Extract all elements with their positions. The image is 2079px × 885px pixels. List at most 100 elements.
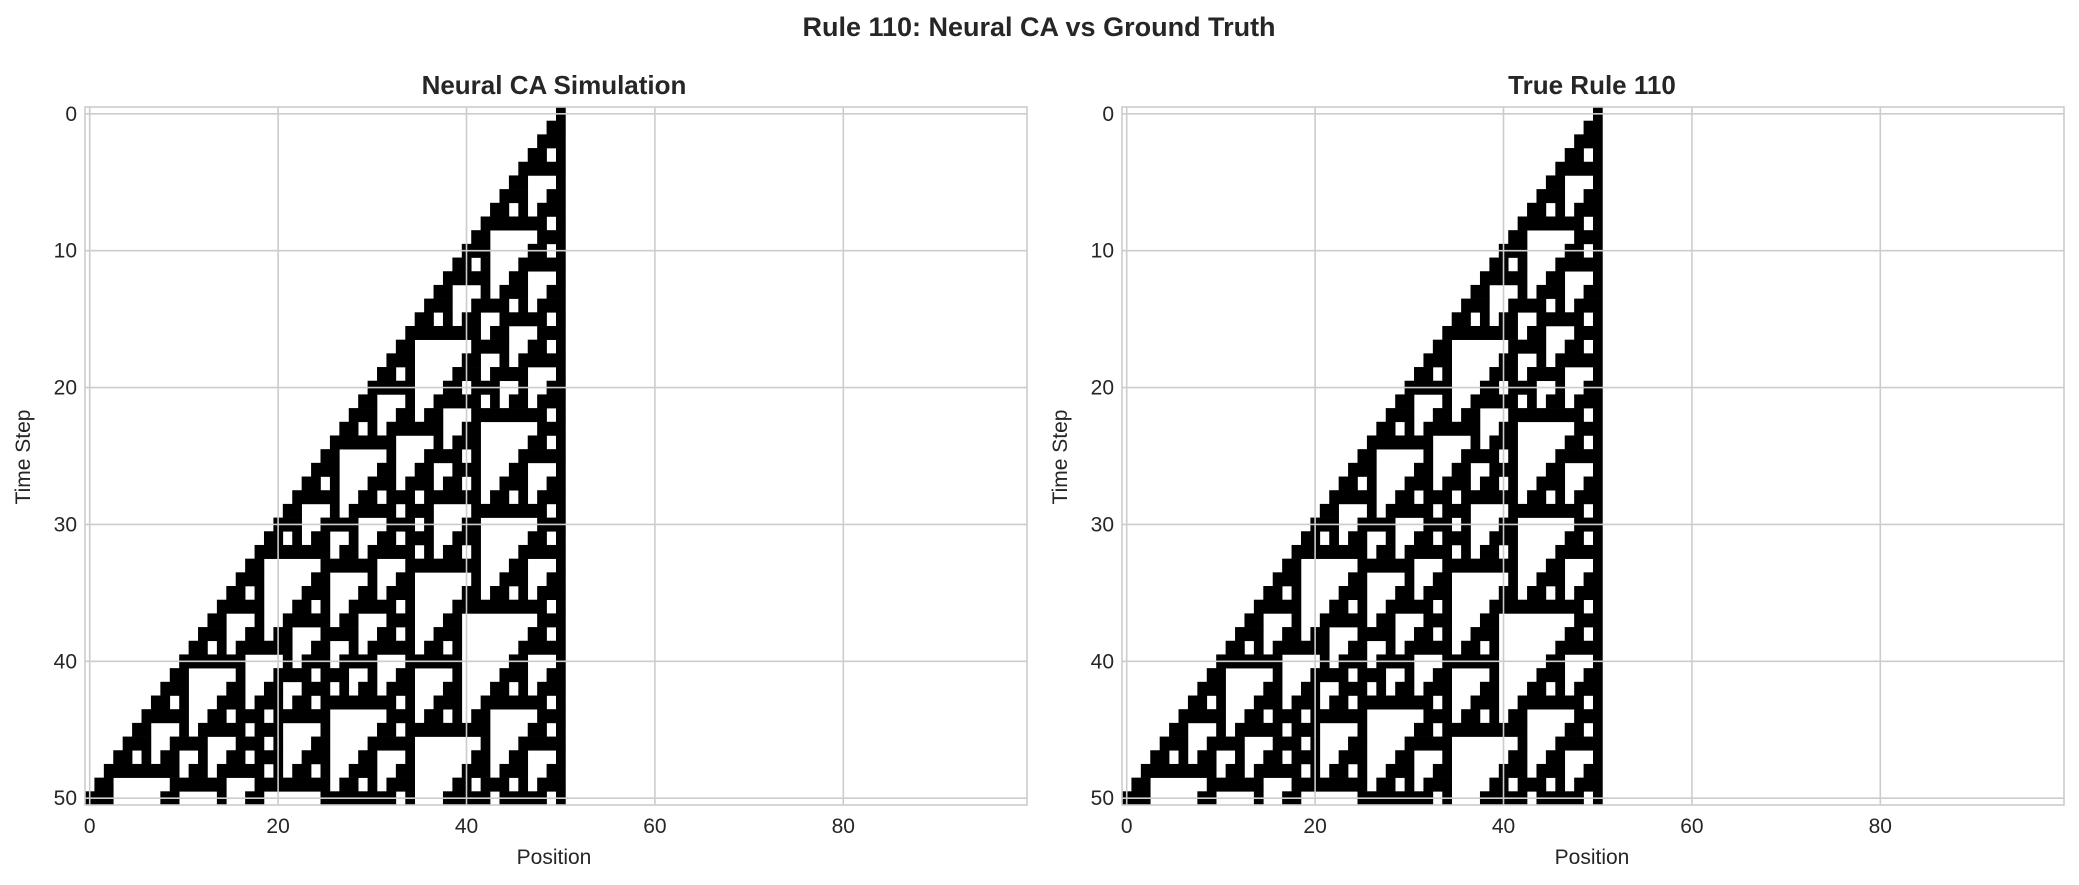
- heatmap-cell-run: [528, 531, 547, 545]
- heatmap-cell-run: [386, 778, 415, 792]
- heatmap-cell-run: [547, 764, 566, 778]
- heatmap-cell-run: [537, 394, 566, 408]
- heatmap-cell-run: [537, 682, 566, 696]
- heatmap-cell-run: [1555, 162, 1602, 176]
- heatmap-cell-run: [434, 435, 444, 449]
- heatmap-cell-run: [1555, 449, 1602, 463]
- heatmap-cell-run: [471, 230, 490, 244]
- heatmap-cell-run: [499, 312, 546, 326]
- heatmap-cell-run: [1329, 490, 1376, 504]
- heatmap-cell-run: [339, 613, 358, 627]
- heatmap-cell-run: [1254, 641, 1264, 655]
- heatmap-cell-run: [424, 299, 453, 313]
- heatmap-cell-run: [405, 559, 481, 573]
- heatmap-cell-run: [1593, 271, 1603, 285]
- heatmap-cell-run: [1574, 490, 1603, 504]
- heatmap-cell-run: [1179, 750, 1189, 764]
- heatmap-cell-run: [1244, 613, 1263, 627]
- heatmap-cell-run: [264, 531, 283, 545]
- heatmap-cell-run: [330, 504, 340, 518]
- heatmap-cell-run: [481, 285, 491, 299]
- heatmap-cell-run: [198, 627, 227, 641]
- heatmap-cell-run: [499, 353, 509, 367]
- heatmap-cell-run: [1423, 449, 1433, 463]
- heatmap-cell-run: [509, 750, 528, 764]
- heatmap-cell-run: [1555, 299, 1565, 313]
- heatmap-cell-run: [509, 271, 528, 285]
- heatmap-cell-run: [1273, 737, 1302, 751]
- heatmap-cell-run: [1461, 641, 1480, 655]
- heatmap-cell-run: [368, 641, 415, 655]
- heatmap-cell-run: [1593, 312, 1603, 326]
- heatmap-cell-run: [1197, 750, 1216, 764]
- heatmap-cell-run: [1584, 764, 1603, 778]
- heatmap-cell-run: [556, 148, 566, 162]
- heatmap-cell-run: [1188, 696, 1207, 710]
- heatmap-cell-run: [1358, 668, 1387, 682]
- heatmap-cell-run: [104, 764, 180, 778]
- heatmap-cell-run: [1527, 586, 1546, 600]
- heatmap-cell-run: [1536, 189, 1565, 203]
- heatmap-cell-run: [273, 668, 311, 682]
- heatmap-cell-run: [1376, 613, 1395, 627]
- y-tick-label: 0: [65, 103, 77, 126]
- heatmap-cell-run: [1442, 600, 1452, 614]
- heatmap-cell-run: [1329, 696, 1348, 710]
- heatmap-cell-run: [1508, 545, 1518, 559]
- heatmap-cell-run: [1461, 490, 1518, 504]
- heatmap-cell-run: [1452, 312, 1471, 326]
- heatmap-cell-run: [518, 490, 528, 504]
- heatmap-cell-run: [358, 490, 377, 504]
- heatmap-cell-run: [1593, 463, 1603, 477]
- heatmap-cell-run: [292, 696, 311, 710]
- heatmap-cell-run: [1216, 696, 1226, 710]
- heatmap-cell-run: [1518, 696, 1584, 710]
- heatmap-cell-run: [509, 394, 528, 408]
- heatmap-cell-run: [1376, 422, 1395, 436]
- heatmap-cell-run: [499, 285, 528, 299]
- heatmap-cell-run: [1593, 340, 1603, 354]
- heatmap-cell-run: [1593, 627, 1603, 641]
- heatmap-cell-run: [1386, 504, 1433, 518]
- heatmap-cell-run: [321, 723, 331, 737]
- heatmap-cell-run: [556, 435, 566, 449]
- heatmap-cell-run: [509, 463, 528, 477]
- x-tick-label: 0: [1121, 815, 1133, 838]
- heatmap-cell-run: [518, 737, 565, 751]
- heatmap-cell-run: [537, 134, 566, 148]
- heatmap-cell-run: [255, 613, 265, 627]
- heatmap-cell-run: [1423, 709, 1452, 723]
- heatmap-cell-run: [1584, 121, 1603, 135]
- heatmap-area-true-rule-110: 0 20 40 60 8001020304050: [1091, 103, 2064, 838]
- x-tick-label: 80: [1869, 815, 1892, 838]
- y-tick-label: 50: [1091, 787, 1114, 810]
- heatmap-cell-run: [1414, 627, 1433, 641]
- heatmap-cell-run: [1282, 627, 1301, 641]
- heatmap-cell-run: [1226, 641, 1245, 655]
- heatmap-cell-run: [236, 668, 246, 682]
- heatmap-cell-run: [1546, 463, 1565, 477]
- heatmap-cell-run: [1471, 627, 1500, 641]
- heatmap-cell-run: [321, 764, 331, 778]
- heatmap-cell-run: [452, 258, 471, 272]
- heatmap-cell-run: [556, 504, 566, 518]
- heatmap-cell-run: [1263, 586, 1282, 600]
- heatmap-cell-run: [1442, 627, 1452, 641]
- heatmap-cell-run: [556, 627, 566, 641]
- heatmap-cell-run: [1508, 572, 1518, 586]
- heatmap-cell-run: [1565, 723, 1584, 737]
- heatmap-cell-run: [236, 572, 265, 586]
- heatmap-cell-run: [537, 586, 566, 600]
- heatmap-cell-run: [556, 312, 566, 326]
- heatmap-cell-run: [1320, 504, 1339, 518]
- heatmap-area-neural-ca: 0 20 40 60 80 0 10 20 30 40 50: [54, 103, 1027, 838]
- heatmap-cell-run: [1207, 668, 1226, 682]
- heatmap-cell-run: [1273, 572, 1302, 586]
- heatmap-cell-run: [349, 504, 396, 518]
- heatmap-cell-run: [452, 709, 462, 723]
- heatmap-cell-run: [1508, 750, 1527, 764]
- heatmap-cell-run: [1480, 682, 1499, 696]
- heatmap-cell-run: [1574, 586, 1603, 600]
- heatmap-cell-run: [1546, 175, 1565, 189]
